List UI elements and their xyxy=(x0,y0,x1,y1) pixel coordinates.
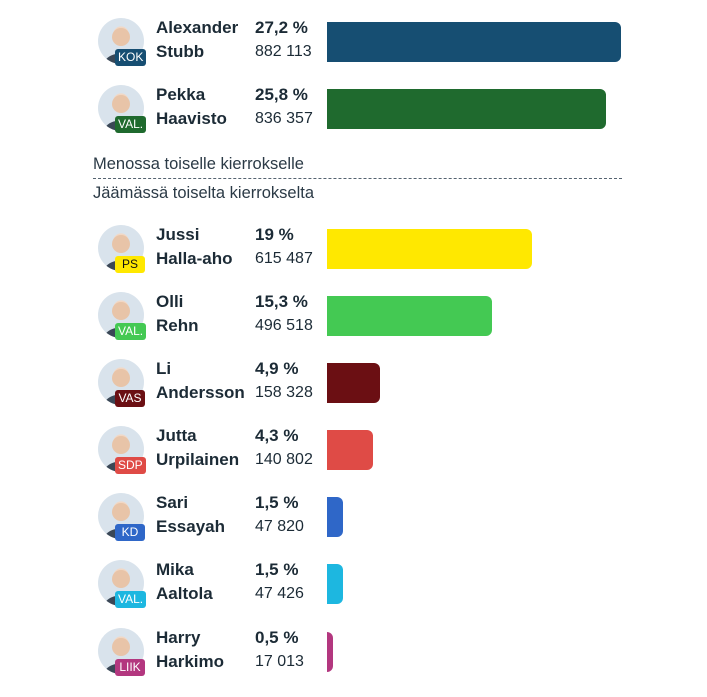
candidate-first-name: Pekka xyxy=(156,85,206,104)
vote-count-label: 158 328 xyxy=(255,384,313,401)
candidate-first-name: Li xyxy=(156,359,172,378)
vote-share-bar xyxy=(327,296,492,336)
vote-share-bar xyxy=(327,22,621,62)
party-badge: PS xyxy=(115,256,145,273)
vote-count-label: 47 820 xyxy=(255,518,304,535)
candidate-last-name: Essayah xyxy=(156,517,225,536)
vote-share-bar xyxy=(327,430,373,470)
eliminated-label: Jäämässä toiselta kierrokselta xyxy=(93,184,315,202)
candidate-row: SDP Jutta Urpilainen 4,3 % 140 802 xyxy=(96,426,636,478)
vote-count-label: 615 487 xyxy=(255,250,313,267)
candidate-row: VAL. Olli Rehn 15,3 % 496 518 xyxy=(96,292,636,344)
candidate-first-name: Mika xyxy=(156,560,194,579)
candidate-first-name: Jutta xyxy=(156,426,197,445)
vote-share-bar xyxy=(327,229,532,269)
candidate-row: KOK Alexander Stubb 27,2 % 882 113 xyxy=(96,18,636,70)
vote-share-bar xyxy=(327,632,333,672)
candidate-last-name: Aaltola xyxy=(156,584,213,603)
vote-share-label: 0,5 % xyxy=(255,628,299,647)
candidate-last-name: Harkimo xyxy=(156,652,225,671)
vote-share-label: 1,5 % xyxy=(255,493,299,512)
party-badge: LIIK xyxy=(115,659,145,676)
section-divider xyxy=(93,178,622,179)
candidate-first-name: Harry xyxy=(156,628,201,647)
party-badge: VAS xyxy=(115,390,145,407)
candidate-row: KD Sari Essayah 1,5 % 47 820 xyxy=(96,493,636,545)
candidate-last-name: Andersson xyxy=(156,383,245,402)
party-badge: VAL. xyxy=(115,116,147,133)
vote-count-label: 140 802 xyxy=(255,451,313,468)
candidate-first-name: Sari xyxy=(156,493,189,512)
party-badge: KD xyxy=(115,524,145,541)
candidate-last-name: Urpilainen xyxy=(156,450,240,469)
candidate-row: PS Jussi Halla-aho 19 % 615 487 xyxy=(96,225,636,277)
candidate-last-name: Haavisto xyxy=(156,109,227,128)
party-badge: KOK xyxy=(115,49,147,66)
vote-share-bar xyxy=(327,89,606,129)
party-badge: SDP xyxy=(115,457,146,474)
vote-share-label: 27,2 % xyxy=(255,18,308,37)
candidate-first-name: Jussi xyxy=(156,225,200,244)
vote-share-label: 15,3 % xyxy=(255,292,308,311)
candidate-row: LIIK Harry Harkimo 0,5 % 17 013 xyxy=(96,628,636,680)
vote-share-label: 25,8 % xyxy=(255,85,308,104)
party-badge: VAL. xyxy=(115,323,147,340)
candidate-last-name: Stubb xyxy=(156,42,205,61)
vote-share-label: 1,5 % xyxy=(255,560,299,579)
candidate-row: VAL. Pekka Haavisto 25,8 % 836 357 xyxy=(96,85,636,137)
vote-share-bar xyxy=(327,564,343,604)
vote-count-label: 17 013 xyxy=(255,653,304,670)
candidate-first-name: Alexander xyxy=(156,18,239,37)
vote-share-bar xyxy=(327,497,343,537)
party-badge: VAL. xyxy=(115,591,147,608)
vote-share-bar xyxy=(327,363,380,403)
vote-share-label: 4,3 % xyxy=(255,426,299,445)
candidate-last-name: Halla-aho xyxy=(156,249,233,268)
vote-share-label: 4,9 % xyxy=(255,359,299,378)
vote-count-label: 882 113 xyxy=(255,43,312,60)
candidate-row: VAL. Mika Aaltola 1,5 % 47 426 xyxy=(96,560,636,612)
candidate-row: VAS Li Andersson 4,9 % 158 328 xyxy=(96,359,636,411)
vote-share-label: 19 % xyxy=(255,225,294,244)
advancing-label: Menossa toiselle kierrokselle xyxy=(93,155,304,173)
candidate-last-name: Rehn xyxy=(156,316,199,335)
vote-count-label: 836 357 xyxy=(255,110,313,127)
candidate-first-name: Olli xyxy=(156,292,184,311)
vote-count-label: 47 426 xyxy=(255,585,304,602)
vote-count-label: 496 518 xyxy=(255,317,313,334)
